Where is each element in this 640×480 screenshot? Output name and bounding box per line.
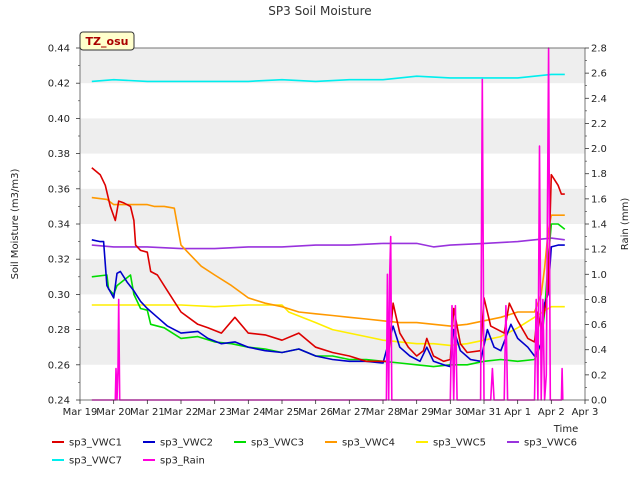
x-tick-label: Mar 30 [433,407,468,418]
grid-bands [80,48,585,365]
tz-badge: TZ_osu [79,31,135,51]
x-tick-label: Mar 29 [399,407,434,418]
y-tick-label-left: 0.24 [48,396,70,407]
x-tick-label: Mar 19 [63,407,98,418]
x-tick-label: Mar 24 [231,407,266,418]
y-tick-label-right: 2.2 [591,119,607,130]
y-tick-label-left: 0.42 [48,79,70,90]
y-tick-label-left: 0.40 [48,114,70,125]
series-line-sp3-vwc1 [91,167,565,363]
x-tick-label: Mar 31 [467,407,502,418]
y-tick-label-right: 0.2 [591,370,607,381]
series-line-sp3-vwc7 [91,73,565,83]
legend: sp3_VWC1 sp3_VWC2 sp3_VWC3 sp3_VWC4 sp3_VWC5… [52,438,577,467]
legend-entry: sp3_VWC7 [69,456,122,467]
left-y-axis: 0.24 0.26 0.28 0.30 0.32 0.34 0.36 0.38 0.40 0.42… [48,44,80,407]
series-line-sp3-vwc5 [91,304,565,347]
legend-entry: sp3_VWC2 [160,438,213,449]
series-line-sp3-vwc2 [91,239,565,368]
y-axis-label-right: Rain (mm) [620,198,631,251]
y-tick-label-left: 0.26 [48,360,70,371]
legend-entry: sp3_VWC5 [433,438,486,449]
y-axis-label-left: Soil Moisture (m3/m3) [10,169,21,280]
right-y-axis: 0.0 0.2 0.4 0.6 0.8 1.0 1.2 1.4 1.6 1.8 2.0 2.2 2.4 2… [585,44,607,407]
series-line-sp3-vwc4 [91,196,565,327]
x-tick-label: Apr 2 [538,407,565,418]
chart-title: SP3 Soil Moisture [268,4,371,18]
y-tick-label-right: 1.0 [591,270,607,281]
x-tick-label: Apr 3 [572,407,599,418]
y-tick-label-right: 1.4 [591,220,607,231]
y-tick-label-left: 0.36 [48,184,70,195]
y-tick-label-right: 0.4 [591,345,607,356]
legend-entry: sp3_VWC1 [69,438,122,449]
y-tick-label-left: 0.44 [48,44,70,55]
y-tick-label-left: 0.32 [48,255,70,266]
x-tick-label: Mar 26 [298,407,333,418]
y-tick-label-right: 2.8 [591,44,607,55]
y-tick-label-right: 1.8 [591,169,607,180]
series-layer [91,47,566,401]
x-tick-label: Mar 20 [96,407,131,418]
x-tick-label: Apr 1 [504,407,531,418]
y-tick-label-right: 0.0 [591,396,607,407]
legend-entry: sp3_VWC3 [251,438,304,449]
y-tick-label-right: 0.8 [591,295,607,306]
x-tick-label: Mar 27 [332,407,367,418]
y-tick-label-right: 1.6 [591,194,607,205]
y-tick-label-left: 0.30 [48,290,70,301]
series-line-sp3-vwc6 [91,237,565,250]
y-tick-label-right: 2.6 [591,69,607,80]
y-tick-label-right: 1.2 [591,245,607,256]
grid-band [80,259,585,295]
legend-entry: sp3_Rain [160,456,205,467]
legend-entry: sp3_VWC6 [524,438,577,449]
y-tick-label-right: 0.6 [591,320,607,331]
x-tick-label: Mar 21 [130,407,165,418]
x-tick-label: Mar 28 [366,407,401,418]
x-tick-label: Mar 23 [197,407,232,418]
y-tick-label-left: 0.34 [48,220,70,231]
x-tick-label: Mar 25 [265,407,300,418]
x-tick-label: Mar 22 [164,407,199,418]
y-tick-label-left: 0.28 [48,325,70,336]
grid-band [80,118,585,154]
y-tick-label-right: 2.0 [591,144,607,155]
y-tick-label-left: 0.38 [48,149,70,160]
x-axis-label: Time [553,424,578,435]
y-tick-label-right: 2.4 [591,94,607,105]
tz-badge-label: TZ_osu [86,35,129,48]
legend-entry: sp3_VWC4 [342,438,395,449]
